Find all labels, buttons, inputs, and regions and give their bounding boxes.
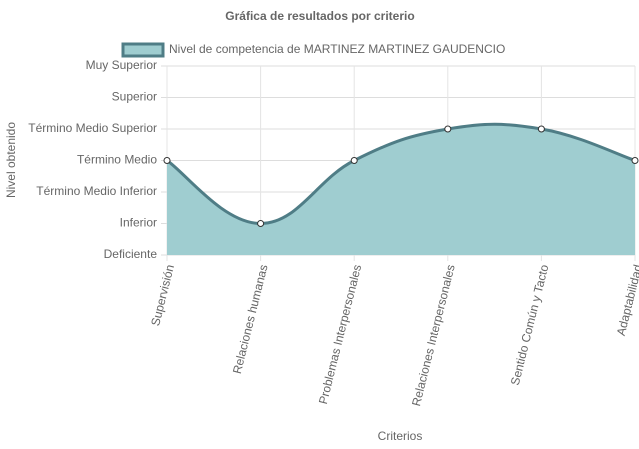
y-tick-label: Muy Superior xyxy=(86,58,157,72)
y-tick-label: Término Medio Superior xyxy=(28,121,157,135)
point xyxy=(350,157,358,164)
legend-swatch xyxy=(121,42,165,58)
x-tick-label: Problemas Interpersonales xyxy=(316,263,364,406)
x-tick-label: Relaciones Interpersonales xyxy=(409,263,458,407)
legend-label: Nivel de competencia de MARTINEZ MARTINE… xyxy=(169,42,505,56)
point xyxy=(631,157,639,164)
point xyxy=(537,125,545,133)
y-axis-label: Nivel obtenido xyxy=(4,122,18,198)
line xyxy=(166,122,636,226)
point xyxy=(444,125,452,133)
y-tick-label: Superior xyxy=(112,90,157,104)
y-tick-label: Deficiente xyxy=(104,247,158,261)
y-tick-label: Inferior xyxy=(120,216,157,230)
x-tick-label: Relaciones humanas xyxy=(230,263,271,375)
point xyxy=(163,157,171,164)
chart-title: Gráfica de resultados por criterio xyxy=(225,9,414,23)
y-tick-label: Término Medio Inferior xyxy=(36,184,157,198)
x-tick-label: Adaptabilidad xyxy=(614,263,639,337)
point xyxy=(257,220,265,227)
x-axis-label: Criterios xyxy=(378,429,423,443)
area-fill xyxy=(167,124,635,255)
x-tick-label: Supervisión xyxy=(148,263,177,327)
y-tick-label: Término Medio xyxy=(77,153,157,167)
x-tick-label: Sentido Común y Tacto xyxy=(508,263,552,387)
